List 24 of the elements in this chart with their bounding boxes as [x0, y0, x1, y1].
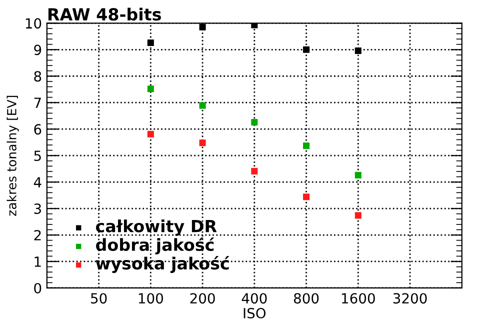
chart-title: RAW 48-bits — [48, 8, 161, 21]
x-tick-label: 200 — [190, 293, 215, 304]
x-tick-label: 100 — [138, 293, 163, 304]
y-tick-label: 8 — [34, 71, 42, 82]
y-axis-title: zakres tonalny [EV] — [6, 96, 19, 216]
x-tick-label: 1600 — [342, 293, 375, 304]
y-tick-label: 6 — [34, 124, 42, 135]
x-tick-label: 50 — [91, 293, 107, 304]
y-tick-label: 0 — [34, 282, 42, 294]
y-tick-label: 9 — [34, 44, 42, 56]
legend-label: całkowity DR — [96, 220, 217, 236]
x-axis-title: ISO — [244, 308, 266, 318]
legend-label: dobra jakość — [96, 237, 214, 254]
y-tick-label: 10 — [26, 18, 42, 29]
x-tick-label: 400 — [242, 293, 267, 304]
x-tick-label: 800 — [294, 293, 319, 304]
legend-label: wysoka jakość — [96, 256, 230, 273]
y-tick-label: 5 — [34, 150, 41, 162]
y-tick-label: 7 — [34, 98, 41, 108]
x-tick-label: 3200 — [393, 293, 427, 304]
y-tick-label: 1 — [34, 256, 41, 267]
y-tick-label: 2 — [34, 230, 41, 240]
y-tick-label: 3 — [34, 204, 41, 214]
y-tick-label: 4 — [34, 177, 42, 188]
